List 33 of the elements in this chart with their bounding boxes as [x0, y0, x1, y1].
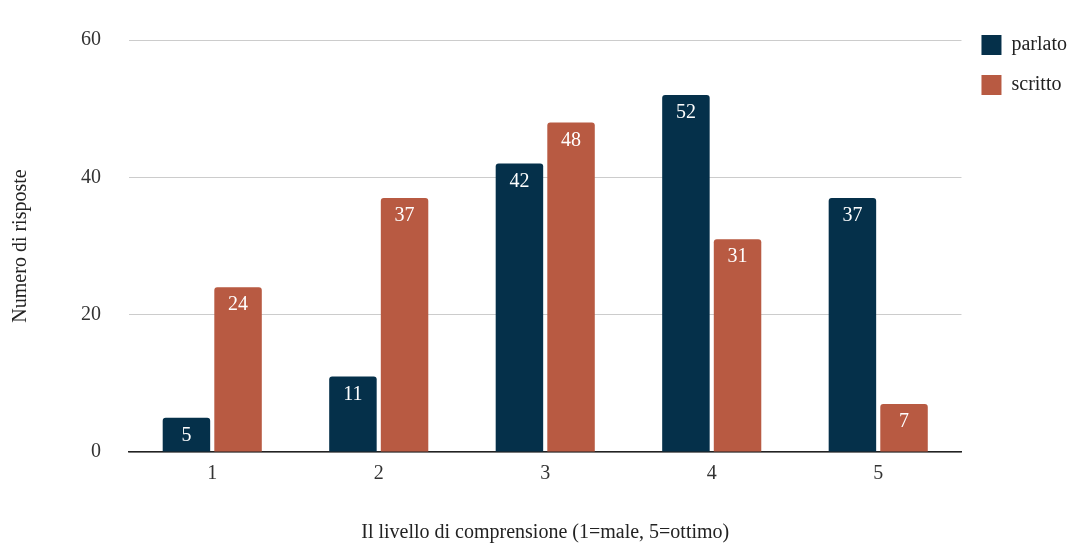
x-tick-label: 2 — [373, 461, 384, 484]
data-label: 42 — [509, 168, 530, 191]
x-tick-label: 3 — [540, 461, 551, 484]
data-label: 24 — [228, 292, 249, 315]
data-label: 7 — [899, 409, 910, 432]
bar — [828, 197, 877, 452]
bar — [547, 122, 595, 452]
data-label: 37 — [842, 203, 863, 226]
x-tick-label: 1 — [207, 461, 218, 484]
bar — [329, 376, 377, 452]
data-label: 5 — [181, 422, 192, 445]
legend-label: scritto — [1011, 72, 1062, 95]
bar — [380, 197, 429, 452]
x-axis-title: Il livello di comprensione (1=male, 5=ottimo) — [361, 520, 730, 544]
x-tick-label: 4 — [706, 461, 717, 484]
data-label: 48 — [561, 127, 582, 150]
bar — [713, 239, 762, 452]
data-label: 52 — [675, 100, 696, 123]
bar — [214, 287, 262, 452]
bar — [662, 94, 710, 452]
bar — [880, 403, 928, 452]
x-tick-label: 5 — [873, 461, 884, 484]
bar — [495, 163, 544, 452]
y-tick-label: 60 — [81, 27, 101, 50]
y-tick-label: 40 — [81, 164, 101, 187]
y-tick-label: 0 — [91, 439, 101, 462]
data-label: 37 — [394, 203, 415, 226]
y-tick-label: 20 — [81, 301, 101, 324]
bar — [162, 417, 211, 452]
y-axis-title: Numero di risposte — [8, 169, 32, 323]
data-label: 31 — [727, 244, 748, 267]
data-label: 11 — [343, 381, 363, 404]
legend-label: parlato — [1011, 32, 1067, 56]
